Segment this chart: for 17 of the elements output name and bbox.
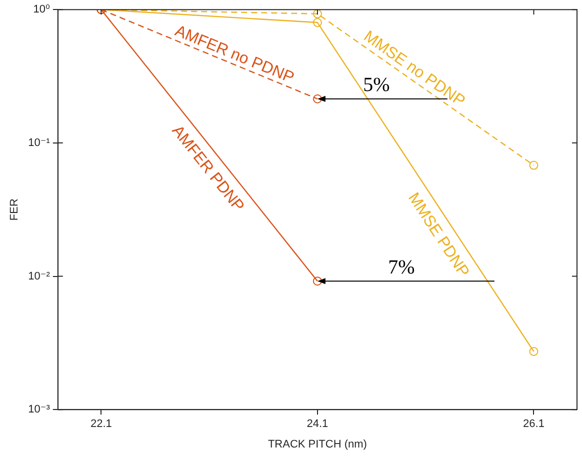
- y-tick-label: 10⁰: [33, 4, 50, 16]
- x-tick-label: 22.1: [90, 418, 112, 430]
- annotation: 5%: [363, 74, 390, 96]
- point: [312, 276, 322, 286]
- y-axis-title: FER: [8, 198, 21, 221]
- point: [312, 10, 322, 18]
- point: [529, 346, 538, 356]
- point: [529, 160, 538, 170]
- x-tick-label: 26.1: [523, 418, 544, 430]
- x-axis-title: TRACK PITCH (nm): [268, 438, 367, 450]
- point: [312, 18, 322, 28]
- annotation: 7%: [388, 256, 415, 278]
- y-tick-label: 10⁻²: [28, 270, 50, 282]
- y-tick-label: 10⁻³: [28, 404, 50, 416]
- x-tick-label: 24.1: [306, 418, 328, 430]
- point: [312, 94, 322, 104]
- y-tick-label: 10⁻¹: [28, 136, 50, 149]
